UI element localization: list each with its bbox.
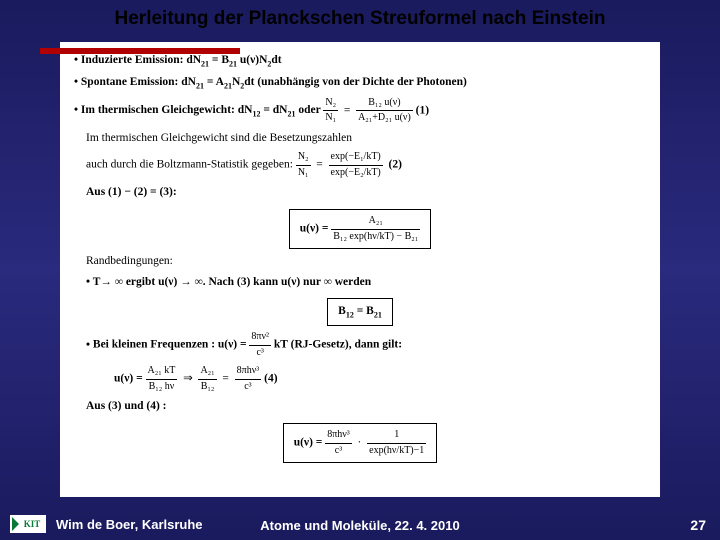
frac-box1: A₂₁B₁₂ exp(hν/kT) − B₂₁ xyxy=(331,214,420,244)
line-eq4: u(ν) = A₂₁ kTB₁₂ hν ⇒ A₂₁B₁₂ = 8πhν³c³ (… xyxy=(114,364,646,394)
footer-course: Atome und Moleküle, 22. 4. 2010 xyxy=(260,518,459,533)
txt: oder xyxy=(295,104,323,116)
line-bc1: T→ ∞ ergibt u(ν) → ∞. Nach (3) kann u(ν)… xyxy=(86,274,646,291)
footer: KIT Wim de Boer, Karlsruhe Atome und Mol… xyxy=(0,508,720,540)
line-boltzmann2: auch durch die Boltzmann-Statistik gegeb… xyxy=(86,150,646,180)
txt: u(ν) = xyxy=(294,437,326,449)
frac-n2n1: N₂N₁ xyxy=(323,96,338,126)
boxed-eq-2: B12 = B21 xyxy=(74,294,646,330)
txt: = B xyxy=(354,305,374,317)
txt: Induzierte Emission: dN xyxy=(81,54,201,66)
line-final-head: Aus (3) und (4) : xyxy=(86,398,646,415)
slide-title: Herleitung der Planckschen Streuformel n… xyxy=(0,0,720,34)
frac-4a: A₂₁ kTB₁₂ hν xyxy=(146,364,178,394)
txt: dt (unabhängig von der Dichte der Photon… xyxy=(244,76,467,88)
frac-boltz: exp(−E₁/kT)exp(−E₂/kT) xyxy=(329,150,383,180)
line-combine: Aus (1) − (2) = (3): xyxy=(86,184,646,201)
page-number: 27 xyxy=(690,517,706,533)
frac-4c: 8πhν³c³ xyxy=(235,364,262,394)
txt: auch durch die Boltzmann-Statistik gegeb… xyxy=(86,159,296,171)
kit-logo-icon: KIT xyxy=(10,515,46,533)
frac-r1: B₁₂ u(ν)A₂₁+D₂₁ u(ν) xyxy=(356,96,413,126)
txt: u(ν) = xyxy=(300,223,332,235)
footer-author: Wim de Boer, Karlsruhe xyxy=(56,517,203,532)
txt: B xyxy=(338,305,346,317)
content-area: Induzierte Emission: dN21 = B21 u(ν)N2dt… xyxy=(60,42,660,497)
frac-4b: A₂₁B₁₂ xyxy=(198,364,216,394)
line-spontaneous: Spontane Emission: dN21 = A21N2dt (unabh… xyxy=(74,74,646,92)
accent-bar xyxy=(40,48,240,54)
frac-fin2: 1exp(hν/kT)−1 xyxy=(367,428,426,458)
txt: = dN xyxy=(260,104,287,116)
txt: (1) xyxy=(416,104,429,116)
line-boltzmann1: Im thermischen Gleichgewicht sind die Be… xyxy=(86,130,646,147)
txt: (4) xyxy=(264,373,277,385)
txt: dt xyxy=(271,54,281,66)
txt: = B xyxy=(209,54,229,66)
line-bc2: Bei kleinen Frequenzen : u(ν) = 8πν²c³ k… xyxy=(86,330,646,360)
line-boundary-head: Randbedingungen: xyxy=(86,253,646,270)
txt: (2) xyxy=(389,159,402,171)
frac-fin1: 8πhν³c³ xyxy=(325,428,352,458)
txt: Bei kleinen Frequenzen : u(ν) = xyxy=(93,339,250,351)
boxed-eq-1: u(ν) = A₂₁B₁₂ exp(hν/kT) − B₂₁ xyxy=(74,205,646,253)
txt: = A xyxy=(204,76,224,88)
frac-n2n1b: N₂N₁ xyxy=(296,150,311,180)
txt: u(ν)N xyxy=(237,54,267,66)
txt: Spontane Emission: dN xyxy=(81,76,196,88)
txt: Im thermischen Gleichgewicht: dN xyxy=(81,104,253,116)
txt: N xyxy=(232,76,240,88)
txt: kT (RJ-Gesetz), dann gilt: xyxy=(274,339,402,351)
line-induced: Induzierte Emission: dN21 = B21 u(ν)N2dt xyxy=(74,52,646,70)
boxed-eq-final: u(ν) = 8πhν³c³ · 1exp(hν/kT)−1 xyxy=(74,419,646,467)
line-equilibrium: Im thermischen Gleichgewicht: dN12 = dN2… xyxy=(74,96,646,126)
frac-rj: 8πν²c³ xyxy=(249,330,271,360)
txt: u(ν) = xyxy=(114,373,146,385)
